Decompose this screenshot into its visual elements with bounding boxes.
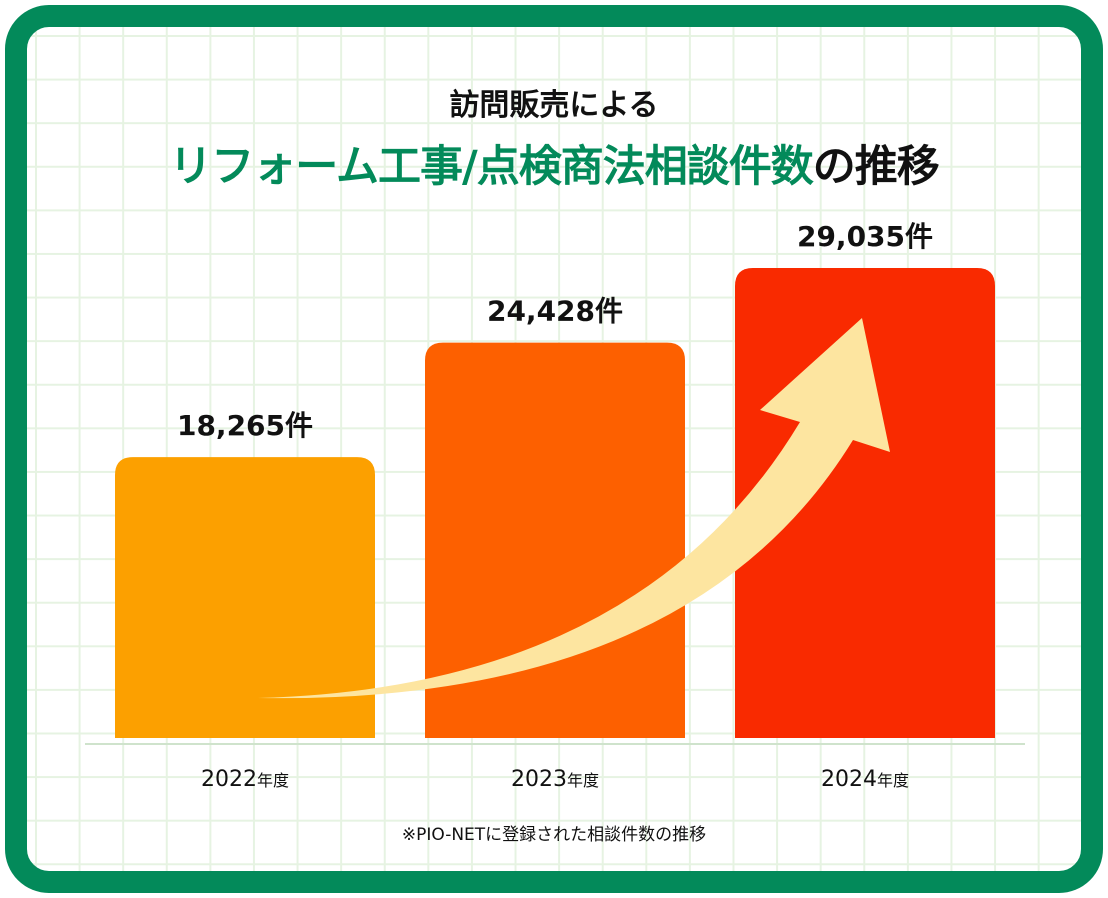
x-tick-label: 2023年度 [511,767,599,792]
footnote: ※PIO-NETに登録された相談件数の推移 [401,825,707,845]
bar-2023年度 [425,342,685,738]
bar-2022年度 [115,457,375,738]
data-label: 18,265件 [177,409,313,442]
chart-title-line2: リフォーム工事/点検商法相談件数の推移 [0,132,1108,194]
chart-title-green: リフォーム工事/点検商法相談件数 [169,142,813,192]
chart-title-line1: 訪問販売による [449,88,659,123]
data-label: 29,035件 [797,220,933,253]
x-tick-label: 2022年度 [201,767,289,792]
x-tick-label: 2024年度 [821,767,909,792]
chart-title-black: の推移 [812,142,940,192]
data-label: 24,428件 [487,295,623,328]
trend-arrow-icon [258,318,890,699]
